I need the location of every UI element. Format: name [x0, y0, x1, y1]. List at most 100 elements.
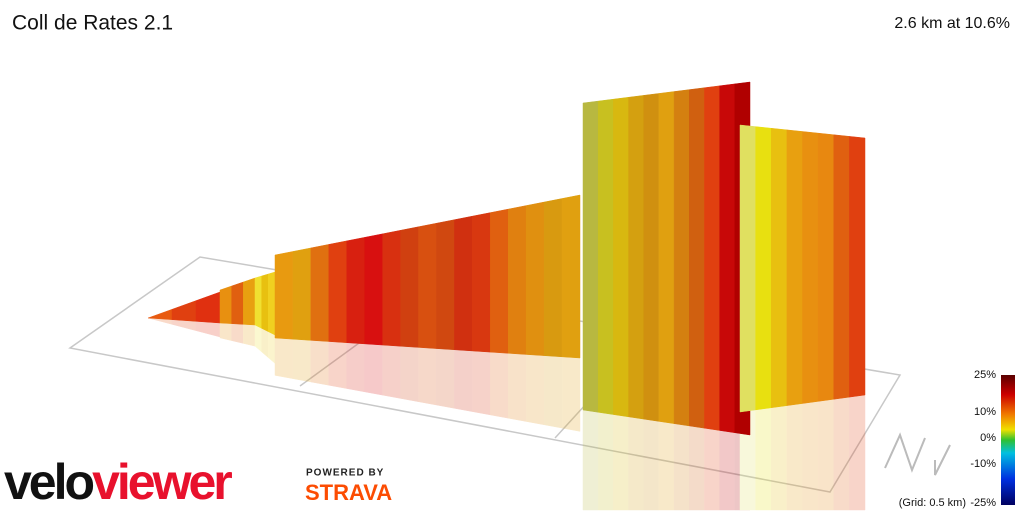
reflection-strip: [418, 347, 437, 406]
wall-strip: [292, 247, 312, 341]
wall-strip: [328, 240, 348, 343]
reflection-strip: [346, 342, 365, 393]
wall-strip: [833, 134, 850, 400]
wall-strip: [597, 98, 614, 415]
wall-strip: [755, 126, 772, 411]
wall-strip: [219, 285, 232, 324]
reflection-strip: [525, 354, 545, 426]
wall-strip: [739, 124, 756, 413]
wall-strip: [628, 95, 644, 420]
reflection-strip: [436, 348, 455, 409]
wall-strip: [817, 132, 834, 402]
legend-label: 10%: [974, 406, 996, 418]
wall-strip: [643, 93, 660, 422]
reflection-strip: [719, 430, 736, 511]
wall-strip: [268, 271, 276, 336]
title: Coll de Rates 2.1: [12, 12, 173, 35]
stats: 2.6 km at 10.6%: [894, 15, 1010, 32]
wall-strip: [490, 208, 509, 354]
logo-part: velo: [4, 454, 94, 510]
wall-strip: [561, 194, 581, 359]
wall-strip: [231, 281, 244, 325]
arrow: [934, 444, 951, 476]
reflection-strip: [454, 349, 473, 412]
wall-strip: [382, 229, 401, 347]
reflection-strip: [268, 331, 276, 364]
reflection-strip: [507, 353, 527, 422]
wall-strip: [771, 127, 788, 409]
reflection-strip: [195, 321, 221, 338]
wall-strip: [436, 219, 455, 351]
wall-strip: [171, 300, 197, 322]
wall-strip: [243, 277, 256, 326]
legend-label: 0%: [980, 432, 996, 444]
reflection-strip: [561, 356, 581, 432]
wall-strip: [507, 205, 527, 355]
wall-strip: [261, 273, 269, 333]
wall-strip: [472, 212, 491, 353]
elevation-ribbon: [147, 81, 866, 436]
legend-label: -10%: [970, 458, 996, 470]
reflection-strip: [613, 414, 629, 511]
reflection-strip: [704, 427, 720, 511]
grid-note: (Grid: 0.5 km): [899, 497, 966, 509]
reflection-strip: [689, 425, 705, 511]
wall-strip: [613, 96, 629, 418]
wall-strip: [525, 201, 545, 356]
reflection-strip: [673, 423, 690, 511]
reflection-strip: [802, 401, 819, 511]
wall-strip: [147, 308, 173, 320]
reflection-strip: [243, 324, 256, 347]
legend-label: -25%: [970, 497, 996, 509]
wall-strip: [254, 275, 262, 329]
wall-strip: [454, 215, 473, 352]
wall-strip: [582, 100, 599, 413]
wall-strip: [704, 85, 720, 431]
reflection-strip: [786, 403, 803, 511]
wall-strip: [418, 222, 437, 349]
reflection-strip: [628, 416, 644, 511]
wall-strip: [849, 136, 866, 398]
wall-strip: [543, 198, 563, 358]
reflection-strip: [400, 345, 419, 403]
reflection-strip: [231, 323, 244, 344]
legend: 25% 10% 0% -10% -25% (Grid: 0.5 km): [899, 369, 996, 509]
wall-strip: [400, 226, 419, 348]
wall-strip: [673, 89, 690, 427]
wall-strip: [346, 237, 365, 345]
reflection-strip: [274, 337, 294, 379]
color-bar: [1001, 375, 1015, 505]
wall-strip: [310, 244, 330, 342]
reflection-strip: [543, 355, 563, 429]
reflection-strip: [472, 350, 491, 416]
reflection-strip: [292, 338, 312, 383]
reflection-strip: [833, 396, 850, 511]
reflection-strip: [364, 343, 383, 396]
reflection-strip: [849, 394, 866, 511]
reflection-strip: [310, 340, 330, 386]
reflection-strip: [658, 421, 675, 511]
reflection: [147, 317, 866, 511]
wall-strip: [786, 129, 803, 406]
powered-by: POWERED BY: [306, 468, 384, 479]
wall-strip: [802, 131, 819, 404]
reflection-strip: [382, 344, 401, 399]
reflection-strip: [643, 418, 660, 511]
wall-strip: [658, 91, 675, 424]
reflection-strip: [771, 405, 788, 511]
reflection-strip: [582, 409, 599, 511]
strava: STRAVA: [305, 480, 392, 505]
wall-strip: [719, 83, 736, 434]
legend-label: 25%: [974, 369, 996, 381]
reflection-strip: [817, 398, 834, 511]
reflection-strip: [261, 327, 269, 359]
reflection-strip: [219, 322, 232, 341]
reflection-strip: [254, 324, 262, 353]
reflection-strip: [490, 351, 509, 419]
wall-strip: [364, 233, 383, 346]
reflection-strip: [755, 407, 772, 511]
logo-part: viewer: [92, 454, 232, 510]
reflection-strip: [597, 411, 614, 511]
wall-strip: [274, 251, 294, 340]
